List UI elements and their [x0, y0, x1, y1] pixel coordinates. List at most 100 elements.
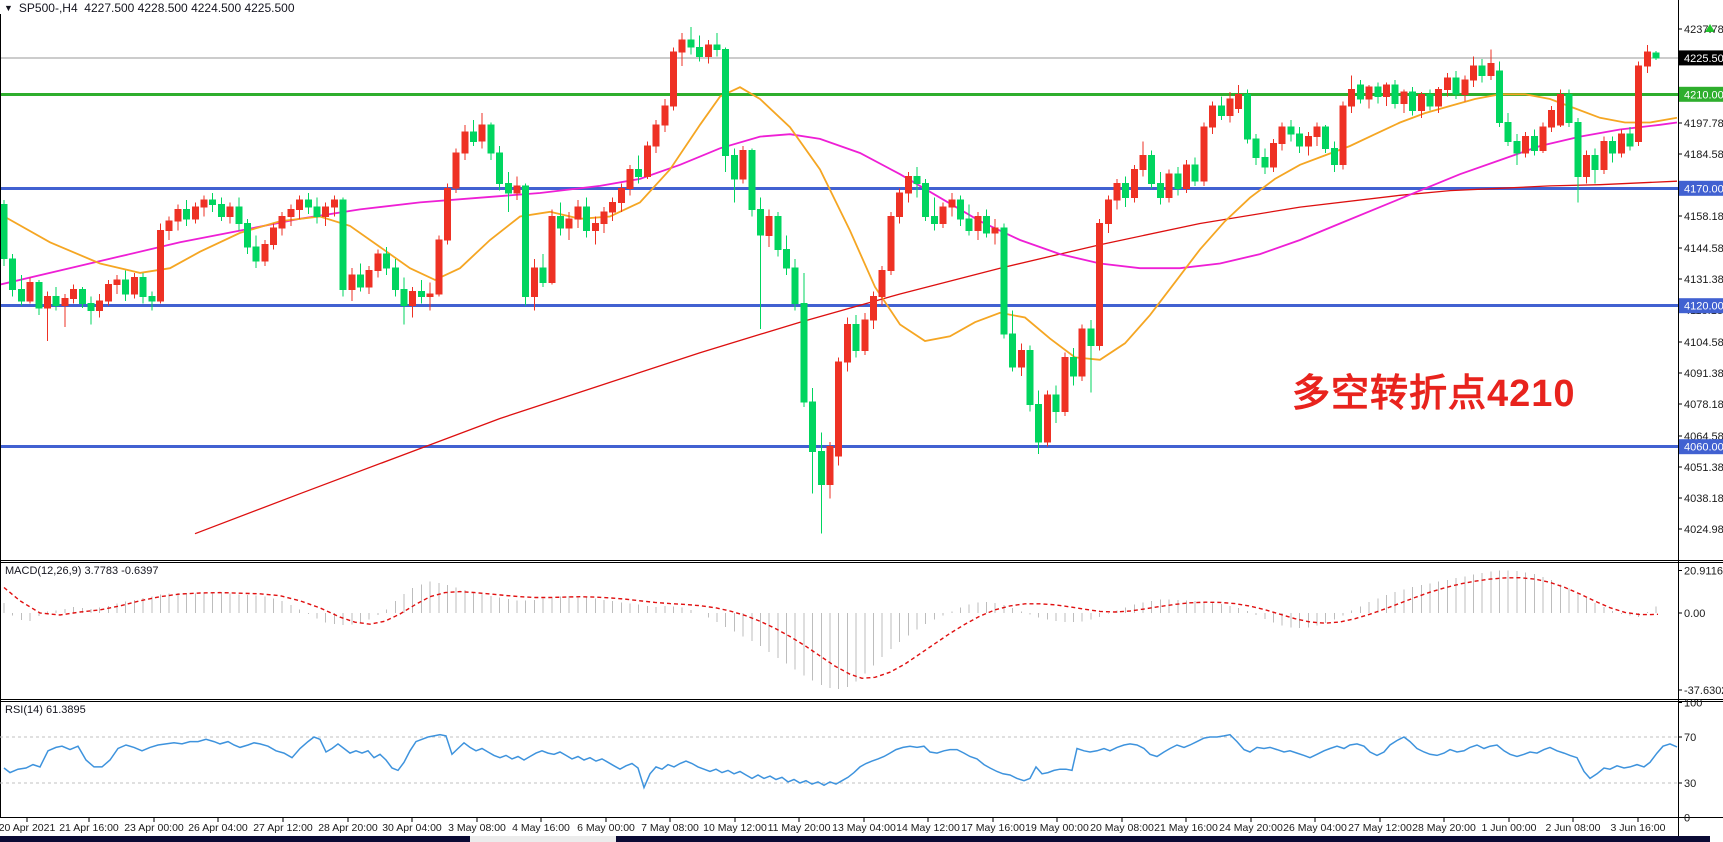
scrollbar-track-right[interactable]: [616, 836, 1710, 842]
candle-body: [1087, 328, 1095, 347]
time-axis-label: 26 Apr 04:00: [188, 822, 248, 834]
candle-body: [878, 270, 886, 297]
candle-body: [617, 187, 625, 203]
ma-mid-magenta-line: [0, 121, 1678, 286]
candle-body: [1556, 93, 1564, 126]
candle-body: [1078, 328, 1086, 377]
candle-body: [757, 208, 764, 236]
candle-body: [296, 199, 304, 210]
candle-body: [148, 295, 156, 302]
scrollbar-thumb[interactable]: [470, 836, 616, 842]
level-tag-4170-bg: [1679, 180, 1723, 196]
macd-axis-label: 20.9116: [1684, 565, 1723, 577]
current-price-tag-bg: [1679, 50, 1723, 66]
candle-body: [78, 288, 86, 304]
candle-body: [1348, 89, 1356, 107]
price-axis-label: 4131.380: [1684, 274, 1723, 286]
time-axis-label: 4 May 16:00: [512, 822, 570, 834]
candle-body: [1226, 98, 1234, 116]
candle-body: [200, 199, 208, 208]
candle-body: [791, 267, 799, 304]
candle-body: [278, 216, 286, 229]
candle-body: [1061, 356, 1069, 412]
candle-body: [965, 218, 973, 232]
time-axis-label: 1 Jun 00:00: [1482, 822, 1537, 834]
current-price-tag: 4225.500: [1684, 53, 1723, 65]
candle-body: [130, 277, 138, 295]
macd-indicator-label: MACD(12,26,9) 3.7783 -0.6397: [5, 565, 159, 577]
price-axis-label: 4158.180: [1684, 211, 1723, 223]
horizontal-scrollbar[interactable]: [0, 836, 1723, 842]
candle-body: [322, 206, 330, 218]
candle-body: [270, 227, 277, 246]
candle-body: [930, 216, 938, 224]
candle-body: [600, 211, 608, 225]
candle-body: [565, 218, 573, 229]
time-axis-label: 21 May 16:00: [1154, 822, 1218, 834]
candle-body: [1043, 394, 1051, 443]
candle-body: [1443, 77, 1451, 91]
candle-body: [1452, 77, 1460, 95]
candle-body: [235, 206, 243, 225]
candle-body: [1513, 140, 1521, 154]
candle-body: [643, 145, 651, 177]
candle-body: [1052, 394, 1060, 412]
candle-body: [722, 49, 730, 156]
candle-body: [1626, 133, 1634, 147]
candle-body: [991, 227, 999, 234]
symbol-period-label: SP500-,H4: [18, 1, 78, 15]
candle-body: [409, 291, 417, 307]
candle-body: [1183, 164, 1190, 189]
candle-body: [948, 199, 956, 208]
candle-body: [287, 208, 295, 217]
candle-body: [183, 208, 191, 220]
price-axis-label: 4038.180: [1684, 493, 1723, 505]
candle-body: [696, 46, 704, 58]
candle-body: [1591, 154, 1599, 170]
candle-body: [887, 216, 895, 271]
scrollbar-track-left[interactable]: [0, 836, 470, 842]
candle-body: [904, 176, 912, 194]
candle-body: [974, 216, 982, 232]
candle-body: [1583, 154, 1590, 177]
candle-body: [400, 288, 408, 307]
level-tag-4060-bg: [1679, 439, 1723, 455]
candle-body: [426, 293, 434, 297]
candle-body: [209, 199, 217, 206]
chart-header: ▼ SP500-,H4 4227.500 4228.500 4224.500 42…: [4, 1, 295, 15]
candle-body: [139, 277, 147, 297]
candle-body: [661, 105, 669, 126]
candle-body: [652, 124, 660, 147]
candle-body: [1496, 70, 1503, 124]
candle-body: [1339, 105, 1347, 166]
candle-body: [809, 401, 817, 452]
time-axis-label: 21 Apr 16:00: [59, 822, 119, 834]
candle-body: [96, 300, 104, 311]
candle-body: [330, 199, 338, 208]
time-axis-label: 20 May 08:00: [1090, 822, 1154, 834]
price-axis-label: 4104.580: [1684, 337, 1723, 349]
candle-body: [774, 216, 782, 250]
collapse-triangle-icon[interactable]: ▼: [4, 3, 13, 13]
rsi-line: [3, 733, 1678, 790]
price-up-arrow-icon: [1705, 24, 1715, 32]
candle-body: [417, 291, 425, 297]
candle-body: [1287, 126, 1295, 135]
candle-body: [609, 201, 617, 213]
candle-body: [1530, 136, 1538, 152]
candle-body: [461, 131, 469, 154]
candle-body: [800, 302, 808, 403]
candle-body: [1026, 349, 1034, 405]
candle-body: [52, 295, 60, 307]
candle-body: [843, 324, 851, 363]
price-axis-drag-area[interactable]: [1678, 0, 1723, 818]
candle-body: [1609, 140, 1617, 154]
level-tag-4120-bg: [1679, 298, 1723, 314]
candle-body: [487, 124, 495, 154]
candle-body: [739, 150, 747, 180]
time-axis-label: 3 May 08:00: [448, 822, 506, 834]
candle-body: [713, 44, 721, 51]
candle-body: [1487, 63, 1495, 76]
time-axis-drag-area[interactable]: [0, 818, 1678, 836]
